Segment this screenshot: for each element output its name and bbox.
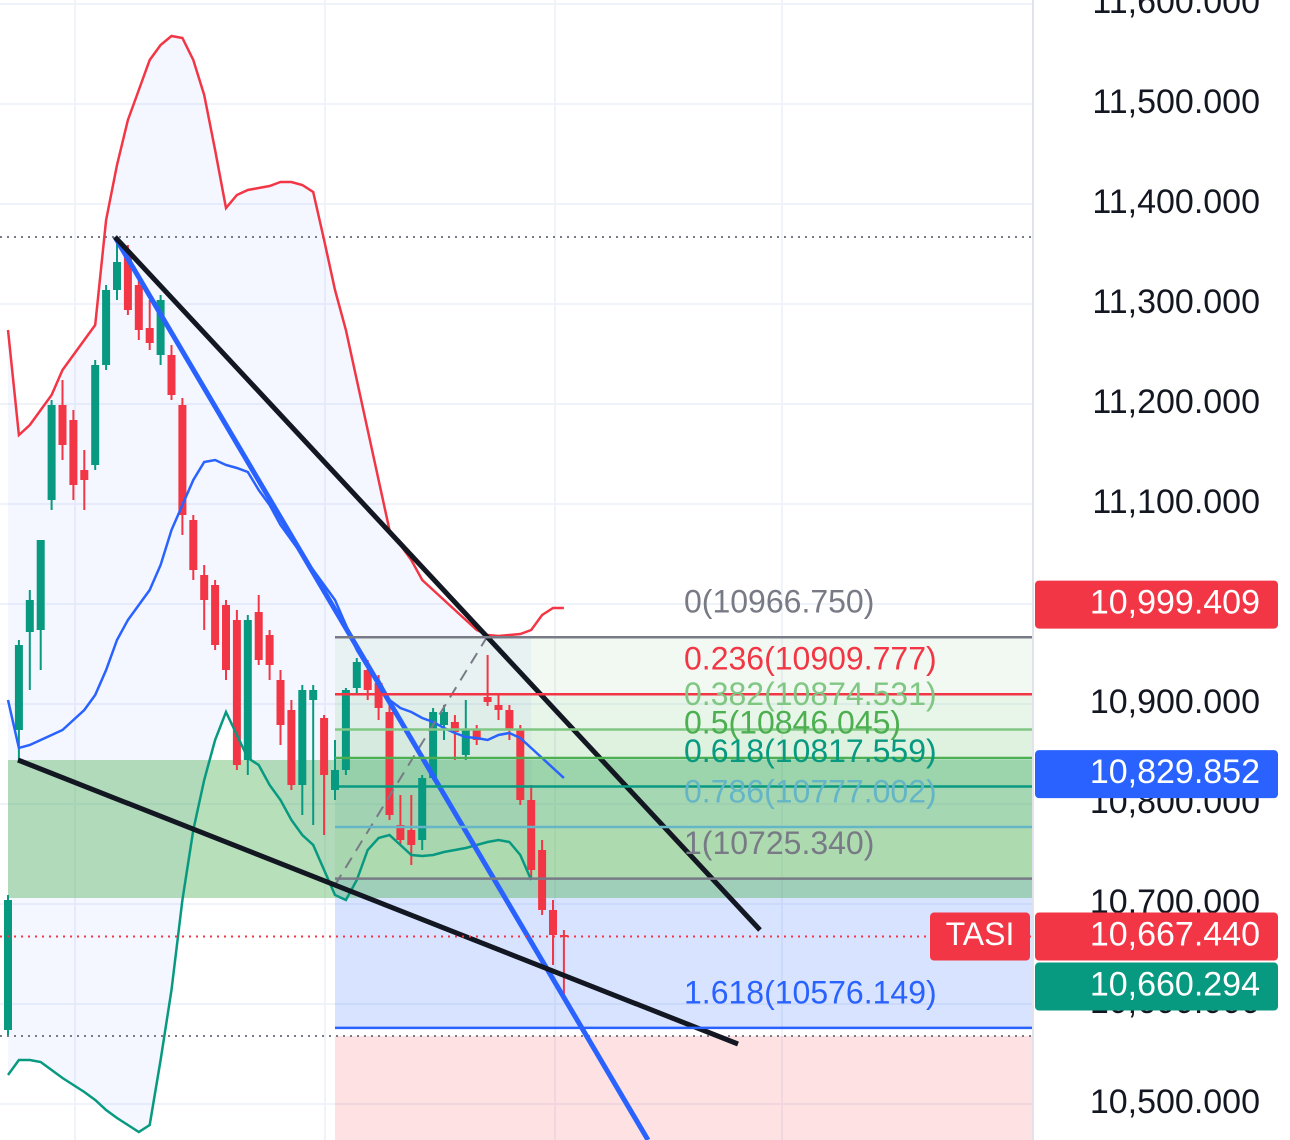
candle-body <box>331 770 339 790</box>
price-tag <box>1035 962 1278 1011</box>
candle-body <box>538 850 547 910</box>
fib-label: 1.618(10576.149) <box>684 974 937 1010</box>
price-tag <box>1035 580 1278 629</box>
trend-lines <box>17 235 762 1140</box>
candle-body <box>91 365 100 465</box>
candle-body <box>200 575 209 600</box>
candle-body <box>4 900 12 1030</box>
candle-body <box>254 612 263 660</box>
y-tick-label: 10,900.000 <box>1090 683 1260 721</box>
fib-zone <box>335 729 1033 758</box>
candle-body <box>298 690 307 785</box>
price-tag <box>1035 912 1278 961</box>
fib-label: 0(10966.750) <box>684 584 874 620</box>
fib-extension-zone <box>335 1036 1033 1140</box>
y-tick-label: 11,500.000 <box>1092 83 1260 121</box>
candle-body <box>80 470 89 480</box>
price-tag-label: 10,660.294 <box>1090 966 1260 1004</box>
candle-body <box>222 605 230 670</box>
candle-body <box>113 262 121 290</box>
candle-body <box>123 255 132 310</box>
fib-label: 0.786(10777.002) <box>684 773 937 809</box>
y-tick-label: 11,100.000 <box>1092 483 1260 521</box>
y-tick-label: 11,400.000 <box>1092 183 1260 221</box>
fib-label: 0.5(10846.045) <box>684 704 901 740</box>
trend-line <box>17 757 739 1047</box>
candle-body <box>483 697 492 702</box>
fib-zone <box>335 826 1033 879</box>
candle-body <box>396 825 405 840</box>
candle-body <box>363 670 372 690</box>
price-tag-label: 10,999.409 <box>1090 584 1260 622</box>
candle-body <box>102 290 111 365</box>
candle-body <box>167 355 176 395</box>
candle-body <box>309 690 318 700</box>
fib-zone <box>335 757 1033 787</box>
candle-body <box>178 405 187 515</box>
candle-body <box>527 800 536 870</box>
time-grid <box>74 0 783 1140</box>
band-line <box>6 34 564 638</box>
fib-zone <box>335 878 1033 1028</box>
candle-body <box>516 730 525 800</box>
candle-body <box>407 830 416 845</box>
candle-body <box>58 405 67 445</box>
candle-body <box>14 645 23 730</box>
candle-body <box>472 730 481 740</box>
band-line <box>6 708 533 1134</box>
candle-body <box>156 300 165 355</box>
y-tick-label: 11,600.000 <box>1092 0 1260 21</box>
y-tick-label: 10,500.000 <box>1090 1083 1260 1121</box>
fib-zone <box>335 637 1033 695</box>
candle-body <box>461 730 470 755</box>
candle-body <box>36 540 45 630</box>
candle-body <box>418 778 427 840</box>
price-tags: 10,999.409 10,829.852 10,667.440 TASI 10,660… <box>930 580 1278 1011</box>
candle-body <box>385 712 394 815</box>
candle-body <box>440 712 448 725</box>
price-tag <box>1035 750 1278 799</box>
fib-label: 0.382(10874.531) <box>684 676 937 712</box>
y-tick-label: 11,300.000 <box>1092 283 1260 321</box>
candle-body <box>276 680 285 725</box>
price-tag-label: 10,829.852 <box>1090 753 1260 791</box>
candle-body <box>189 520 198 570</box>
candle-body <box>134 285 143 330</box>
candle-body <box>549 910 557 935</box>
price-tag-label: 10,667.440 <box>1090 916 1260 954</box>
candle-body <box>429 712 438 778</box>
trend-line <box>113 235 762 932</box>
fib-label: 0.236(10909.777) <box>684 641 937 677</box>
fib-anchor-line <box>334 636 488 886</box>
candle-body <box>374 683 383 708</box>
fib-levels: 0(10966.750) 0.236(10909.777)0.382(10874.… <box>335 584 1033 1030</box>
symbol-tag-label: TASI <box>946 916 1015 952</box>
candle-body <box>47 405 56 500</box>
price-grid <box>0 3 1033 1105</box>
candle-body <box>450 722 459 732</box>
candle-body <box>232 620 241 765</box>
candle-body <box>265 635 274 665</box>
fib-zones <box>335 637 1033 1028</box>
symbol-tag <box>930 912 1030 961</box>
candle-body <box>559 935 568 937</box>
candle-body <box>287 710 296 785</box>
candle-body <box>145 328 154 343</box>
fib-label: 0.618(10817.559) <box>684 733 937 769</box>
y-tick-label: 11,200.000 <box>1092 383 1260 421</box>
band-line <box>6 458 565 779</box>
candle-body <box>211 585 220 645</box>
fib-label: 1(10725.340) <box>684 825 874 861</box>
candle-body <box>352 662 361 688</box>
candle-body <box>69 420 78 485</box>
trend-line <box>112 235 651 1140</box>
candle-body <box>494 705 503 710</box>
candle-body <box>505 710 514 730</box>
candle-body <box>243 620 252 760</box>
bands <box>6 34 565 1134</box>
candle-body <box>320 718 329 775</box>
candle-body <box>25 600 34 632</box>
